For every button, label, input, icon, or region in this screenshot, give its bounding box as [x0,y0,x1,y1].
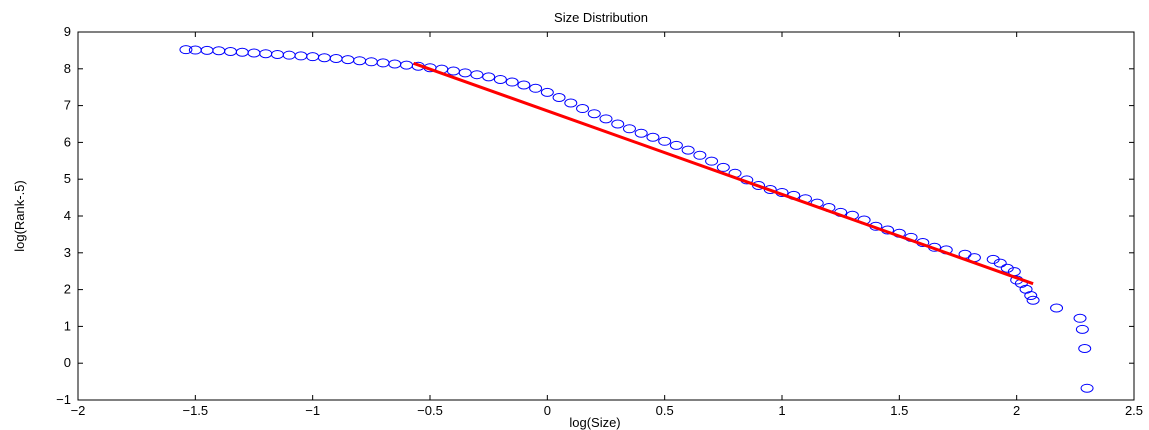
data-point [587,109,601,119]
data-point [517,80,531,90]
data-point [1073,313,1087,323]
data-point [1080,383,1094,393]
x-tick-label: 1 [778,403,785,418]
x-tick-label: 2 [1013,403,1020,418]
data-point [646,132,660,142]
fit-line [413,61,1034,286]
data-point [658,136,672,146]
x-tick-label: 0.5 [656,403,674,418]
data-point [576,104,590,114]
data-point [681,145,695,155]
data-point [564,98,578,108]
x-tick-label: −1 [305,403,320,418]
data-point [993,258,1007,268]
y-tick-label: 1 [64,318,71,333]
x-tick-label: −0.5 [417,403,443,418]
data-point [493,74,507,84]
x-tick-label: −1.5 [182,403,208,418]
y-tick-label: −1 [56,392,71,407]
data-point [540,87,554,97]
data-point [716,162,730,172]
data-point [669,140,683,150]
x-axis: −2 −1.5 −1 −0.5 0 0.5 1 1.5 2 2.5 [71,32,1143,418]
y-tick-label: 3 [64,245,71,260]
plot-area [77,31,1135,401]
x-axis-title: log(Size) [569,415,620,430]
y-tick-label: 2 [64,282,71,297]
y-axis-title: log(Rank-.5) [12,180,27,252]
x-tick-label: 0 [544,403,551,418]
data-point [179,45,193,55]
data-point [693,150,707,160]
data-point [622,124,636,134]
x-tick-label: 2.5 [1125,403,1143,418]
data-point [470,70,484,80]
data-point [505,77,519,87]
y-tick-label: 7 [64,98,71,113]
data-point [599,114,613,124]
y-tick-label: 5 [64,171,71,186]
chart-title: Size Distribution [554,10,648,25]
data-point [1050,303,1064,313]
y-axis: −1 0 1 2 3 4 5 6 7 8 9 [56,24,1134,407]
y-tick-label: 0 [64,355,71,370]
y-tick-label: 6 [64,134,71,149]
data-point [482,72,496,82]
y-tick-label: 8 [64,61,71,76]
x-tick-label: −2 [71,403,86,418]
data-point [552,93,566,103]
data-point [611,119,625,129]
fit-line-layer [413,61,1034,286]
plot-frame [77,31,1135,401]
data-point [1024,290,1038,300]
x-tick-label: 1.5 [890,403,908,418]
y-tick-label: 9 [64,24,71,39]
data-point [1026,295,1040,305]
y-tick-label: 4 [64,208,71,223]
data-point [529,83,543,93]
data-point [705,156,719,166]
data-point [634,128,648,138]
data-point [1000,263,1014,273]
data-point [1075,324,1089,334]
data-point [1078,343,1092,353]
